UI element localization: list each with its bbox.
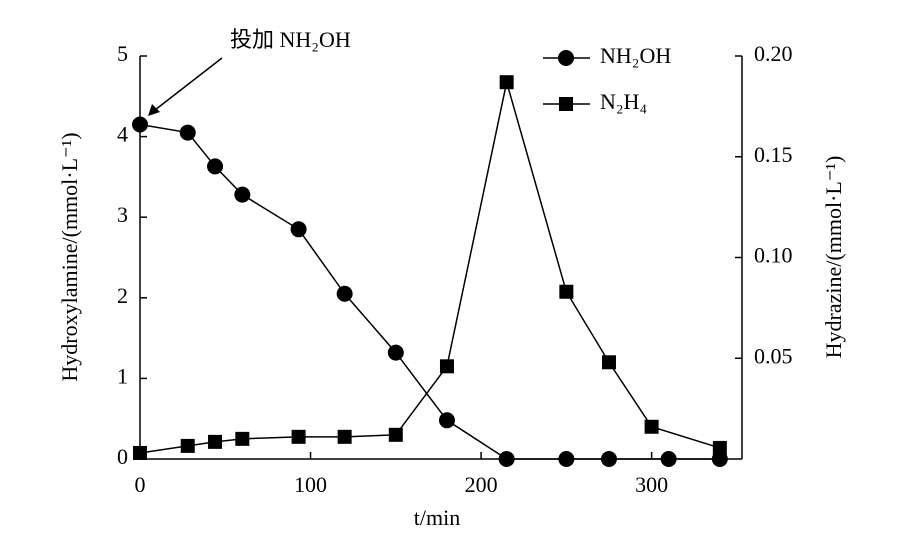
marker: [558, 50, 574, 66]
marker: [499, 75, 514, 90]
annotation-arrowhead: [148, 104, 160, 116]
marker: [498, 451, 515, 467]
y-tick-label: 5: [117, 41, 128, 66]
marker: [711, 451, 728, 467]
marker: [235, 431, 250, 446]
marker: [644, 419, 659, 434]
legend-label: NH₂OH: [600, 43, 671, 68]
marker: [601, 355, 616, 370]
marker: [559, 284, 574, 299]
y2-tick-label: 0.20: [754, 41, 793, 66]
marker: [290, 221, 307, 238]
y2-tick-label: 0.05: [754, 343, 793, 368]
marker: [712, 440, 727, 455]
marker: [180, 438, 195, 453]
marker: [207, 158, 224, 175]
marker: [558, 451, 575, 467]
marker: [132, 116, 148, 133]
marker: [559, 97, 573, 111]
marker: [387, 344, 404, 361]
y-tick-label: 4: [117, 122, 128, 147]
series-line: [139, 123, 720, 460]
legend-label: N₂H₄: [600, 89, 647, 114]
x-tick-label: 0: [135, 472, 146, 497]
y2-tick-label: 0.15: [754, 142, 793, 167]
marker: [388, 427, 403, 442]
y2-axis-label: Hydrazine/(mmol·L⁻¹): [821, 156, 846, 359]
y-tick-label: 1: [117, 363, 128, 388]
y-tick-label: 3: [117, 202, 128, 227]
x-axis-label: t/min: [414, 505, 460, 530]
marker: [660, 451, 677, 467]
marker: [179, 124, 196, 141]
marker: [291, 429, 306, 444]
y2-tick-label: 0.10: [754, 243, 793, 268]
marker: [438, 412, 455, 429]
marker: [336, 285, 353, 302]
annotation: 投加 NH₂OH: [230, 27, 351, 52]
x-tick-label: 100: [294, 472, 327, 497]
marker: [337, 429, 352, 444]
y-axis-label: Hydroxylamine/(mmol·L⁻¹): [57, 132, 82, 381]
marker: [439, 359, 454, 374]
marker: [133, 445, 147, 460]
marker: [234, 186, 251, 203]
x-tick-label: 300: [635, 472, 668, 497]
marker: [600, 451, 617, 467]
x-tick-label: 200: [465, 472, 498, 497]
y-tick-label: 0: [117, 444, 128, 469]
y-tick-label: 2: [117, 283, 128, 308]
marker: [208, 434, 223, 449]
annotation-arrow: [154, 57, 223, 111]
